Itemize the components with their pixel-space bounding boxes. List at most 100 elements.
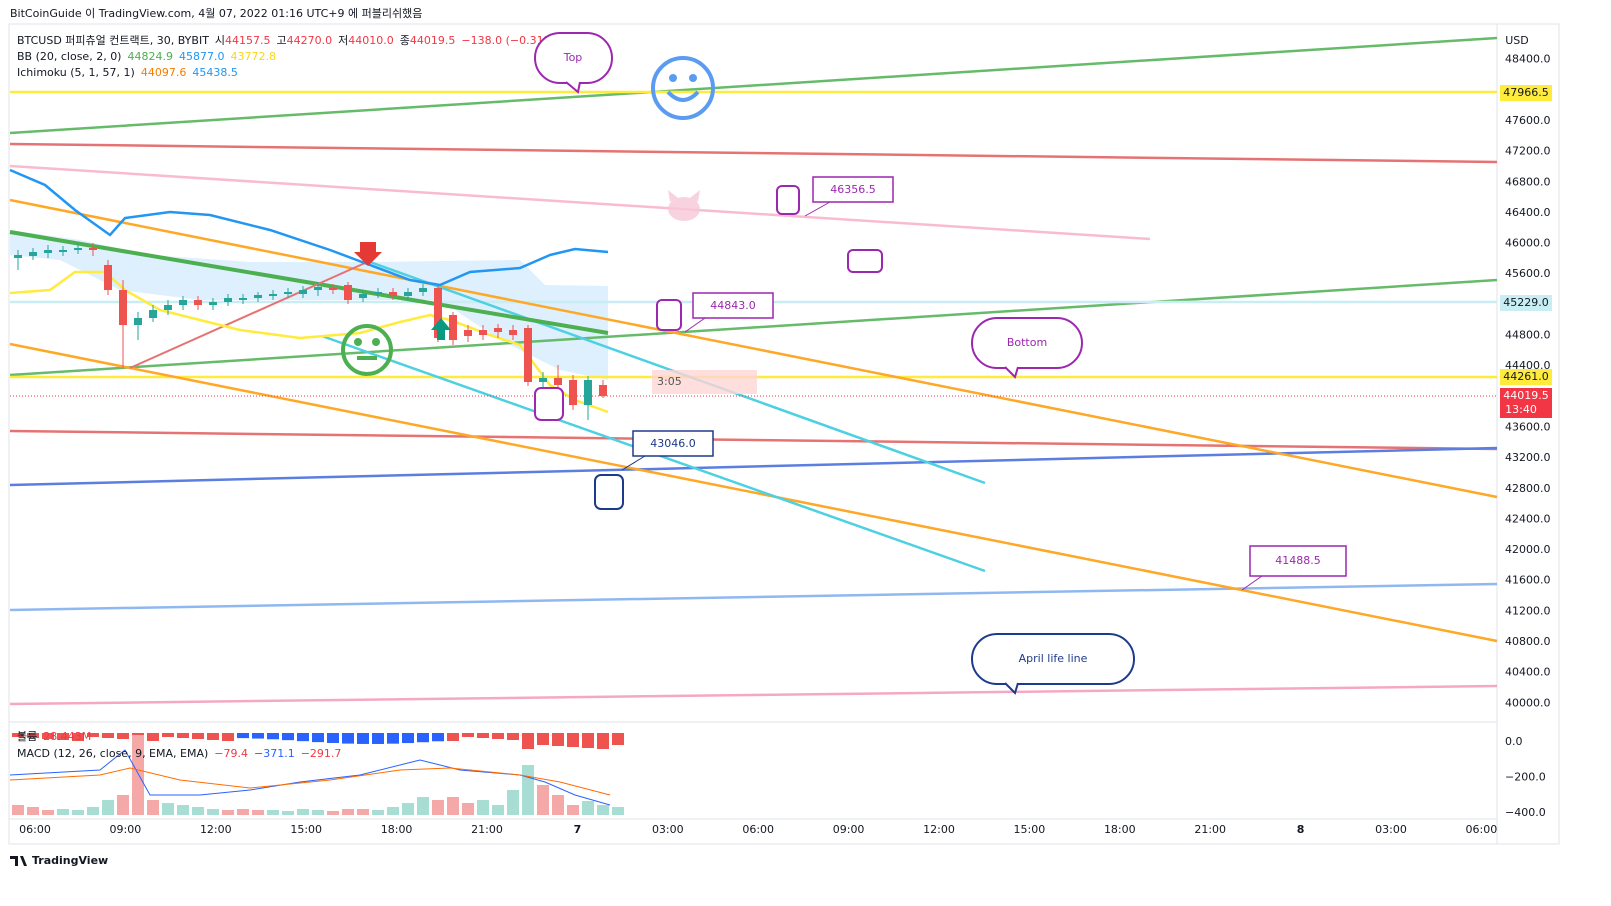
time-tick: 21:00 [1194,823,1226,836]
label: 고 [277,34,287,47]
trend-line [9,230,609,335]
timer: 3:05 [657,375,682,388]
grid: 48400.048000.047600.047200.046800.046400… [19,53,1550,836]
histogram-bar [12,805,24,815]
histogram-bar [147,800,159,815]
signal-line [9,767,611,796]
up-arrow [431,318,451,340]
histogram-bar [207,809,219,815]
candle-body [404,292,412,296]
volume-bar [72,733,84,741]
volume-bar [597,733,609,749]
histogram-bar [102,800,114,815]
volume-bar [357,733,369,744]
candle-body [509,330,517,335]
price-label: 44261.0 [1500,369,1552,385]
down-arrow [354,242,382,266]
volume-bar [42,733,54,739]
price-note: 43046.0 [621,430,714,471]
volume-bar [267,733,279,740]
candle-body [494,328,502,332]
trend-line [129,262,366,369]
candle-body [389,292,397,296]
note-text: 46356.5 [830,183,876,196]
time-tick: 06:00 [742,823,774,836]
histogram-bar [357,809,369,815]
price-tick: 44400.0 [1505,359,1551,372]
candle-body [239,298,247,300]
symbol: BTCUSD 퍼피츄얼 컨트랙트, 30, BYBIT [17,33,209,47]
histogram-bar [462,803,474,815]
label: 44019.5 [1503,389,1549,402]
price-tick: 48400.0 [1505,53,1551,66]
time-tick: 15:00 [1014,823,1046,836]
candle-body [194,300,202,305]
legend-row: BTCUSD 퍼피츄얼 컨트랙트, 30, BYBIT 시44157.5 고4427… [17,33,558,47]
histogram-bar [417,797,429,815]
label: 45229.0 [1503,296,1549,309]
brand: TradingView [32,854,108,867]
histogram-bar [522,765,534,815]
volume-bar [237,733,249,739]
histogram-bar [477,800,489,815]
legend-row: BB (20, close, 2, 0) 44824.9 45877.0 43772.… [17,50,276,63]
volume-bar [102,733,114,738]
histogram-bar [42,810,54,815]
volume-bar [87,733,99,737]
candle-body [224,298,232,302]
value: −371.1 [254,747,295,760]
volume-bar [522,733,534,749]
bb: BB (20, close, 2, 0) [17,50,121,63]
volume-bar [297,733,309,742]
price-tick: 42000.0 [1505,543,1551,556]
histogram-bar [222,810,234,815]
value: 44270.0 [287,34,333,47]
logo [10,856,27,866]
label: 종 [400,34,410,47]
macd-tick: −400.0 [1505,806,1546,819]
candle-body [584,380,592,405]
candle-body [419,288,427,292]
candle-body [524,328,532,382]
trend-line [9,36,1498,135]
price-tick: 42400.0 [1505,512,1551,525]
price-tick: 47600.0 [1505,114,1551,127]
currency: USD [1505,34,1529,47]
value: 43772.8 [230,50,276,63]
value: 44157.5 [225,34,271,47]
value: 45877.0 [179,50,225,63]
trend-line [9,164,1151,241]
volume-bar [327,733,339,743]
histogram-bar [387,807,399,815]
countdown: 13:40 [1505,403,1537,416]
candle-body [179,300,187,305]
histogram-bar [297,809,309,815]
volume-bar [342,733,354,744]
trend-line [9,446,1498,487]
candle-body [359,294,367,298]
histogram-bar [432,800,444,815]
histogram-bar [567,805,579,815]
label: 44261.0 [1503,370,1549,383]
price-note: 46356.5 [804,176,894,217]
candle-body [299,290,307,294]
histogram-bar [252,810,264,815]
candle-body [329,288,337,290]
histogram-bar [87,807,99,815]
volume-bar [222,733,234,741]
label: 저 [338,34,348,47]
histogram-bar [327,811,339,815]
volume-bar [537,733,549,745]
value: 44824.9 [127,50,173,63]
value: 44019.5 [410,34,456,47]
smiley [651,56,715,120]
price-note: 41488.5 [1241,545,1347,591]
histogram-bar [57,809,69,815]
lower-pane [9,733,624,815]
candle-body [14,255,22,258]
candle-body [74,248,82,250]
histogram-bar [447,797,459,815]
candle-body [254,295,262,298]
price-note: 44843.0 [684,292,774,333]
volume-bar [27,733,39,738]
